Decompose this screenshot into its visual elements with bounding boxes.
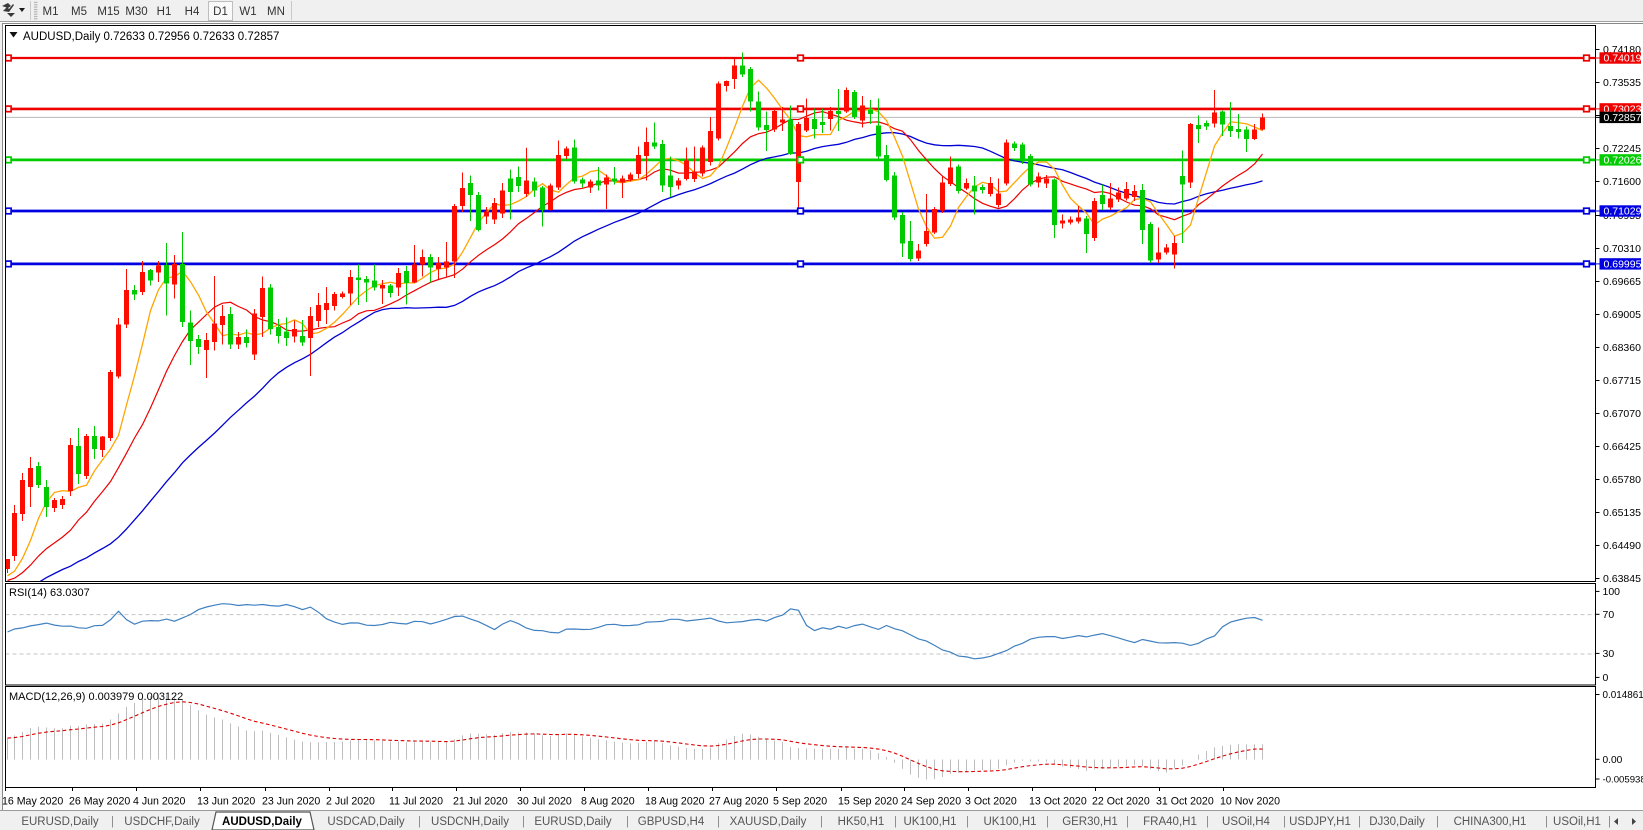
svg-text:|: | — [1545, 816, 1548, 828]
svg-text:USOil,H4: USOil,H4 — [1222, 816, 1271, 828]
svg-text:|: | — [1358, 816, 1361, 828]
svg-text:D1: D1 — [213, 6, 228, 18]
svg-text:|: | — [717, 816, 720, 828]
svg-text:13 Jun 2020: 13 Jun 2020 — [197, 796, 255, 808]
svg-text:11 Jul 2020: 11 Jul 2020 — [389, 796, 443, 808]
svg-text:2 Jul 2020: 2 Jul 2020 — [326, 796, 375, 808]
svg-text:27 Aug 2020: 27 Aug 2020 — [709, 796, 769, 808]
svg-text:70: 70 — [1603, 609, 1615, 621]
svg-text:0.00: 0.00 — [1603, 755, 1623, 766]
svg-text:13 Oct 2020: 13 Oct 2020 — [1029, 796, 1087, 808]
svg-text:0.69995: 0.69995 — [1604, 259, 1642, 271]
svg-text:UK100,H1: UK100,H1 — [983, 816, 1036, 828]
svg-text:0.69665: 0.69665 — [1603, 276, 1641, 288]
svg-text:UK100,H1: UK100,H1 — [903, 816, 956, 828]
svg-text:RSI(14) 63.0307: RSI(14) 63.0307 — [9, 587, 90, 599]
svg-text:0: 0 — [1603, 672, 1609, 684]
svg-text:|: | — [1436, 816, 1439, 828]
svg-text:0.71600: 0.71600 — [1603, 176, 1641, 188]
svg-text:|: | — [1126, 816, 1129, 828]
svg-text:W1: W1 — [239, 6, 256, 18]
svg-text:0.64490: 0.64490 — [1603, 540, 1641, 552]
svg-text:XAUUSD,Daily: XAUUSD,Daily — [730, 816, 807, 828]
svg-text:USDCHF,Daily: USDCHF,Daily — [124, 816, 200, 828]
svg-text:|: | — [626, 816, 629, 828]
svg-text:4 Jun 2020: 4 Jun 2020 — [133, 796, 186, 808]
svg-text:100: 100 — [1603, 586, 1621, 598]
svg-text:26 May 2020: 26 May 2020 — [69, 796, 130, 808]
svg-text:|: | — [966, 816, 969, 828]
svg-text:22 Oct 2020: 22 Oct 2020 — [1092, 796, 1150, 808]
svg-text:M15: M15 — [97, 6, 119, 18]
svg-text:21 Jul 2020: 21 Jul 2020 — [453, 796, 508, 808]
svg-text:5 Sep 2020: 5 Sep 2020 — [773, 796, 827, 808]
svg-text:31 Oct 2020: 31 Oct 2020 — [1156, 796, 1214, 808]
svg-text:8 Aug 2020: 8 Aug 2020 — [581, 796, 635, 808]
svg-text:0.65780: 0.65780 — [1603, 474, 1641, 486]
svg-text:USDCNH,Daily: USDCNH,Daily — [431, 816, 509, 828]
svg-text:GER30,H1: GER30,H1 — [1062, 816, 1118, 828]
svg-text:-0.005938: -0.005938 — [1603, 775, 1643, 786]
svg-text:GBPUSD,H4: GBPUSD,H4 — [638, 816, 705, 828]
svg-text:EURUSD,Daily: EURUSD,Daily — [21, 816, 99, 828]
svg-text:FRA40,H1: FRA40,H1 — [1143, 816, 1197, 828]
svg-text:15 Sep 2020: 15 Sep 2020 — [838, 796, 898, 808]
svg-text:AUDUSD,Daily 0.72633 0.72956: AUDUSD,Daily 0.72633 0.72956 0.72633 0.7… — [23, 31, 279, 43]
svg-text:16 May 2020: 16 May 2020 — [2, 796, 63, 808]
svg-text:M5: M5 — [71, 6, 87, 18]
svg-text:|: | — [111, 816, 114, 828]
svg-text:0.71029: 0.71029 — [1604, 206, 1642, 218]
svg-text:|: | — [820, 816, 823, 828]
svg-text:0.74019: 0.74019 — [1604, 53, 1642, 65]
svg-text:MACD(12,26,9) 0.003979 0.00312: MACD(12,26,9) 0.003979 0.003122 — [9, 691, 183, 703]
svg-text:|: | — [418, 816, 421, 828]
svg-text:AUDUSD,Daily: AUDUSD,Daily — [222, 816, 302, 828]
svg-text:HK50,H1: HK50,H1 — [838, 816, 885, 828]
svg-text:0.70310: 0.70310 — [1603, 243, 1641, 255]
svg-text:10 Nov 2020: 10 Nov 2020 — [1220, 796, 1280, 808]
svg-text:0.66425: 0.66425 — [1603, 441, 1641, 453]
svg-text:30: 30 — [1603, 648, 1615, 660]
svg-text:MN: MN — [267, 6, 285, 18]
svg-text:M1: M1 — [43, 6, 59, 18]
svg-text:|: | — [894, 816, 897, 828]
svg-text:|: | — [522, 816, 525, 828]
svg-text:23 Jun 2020: 23 Jun 2020 — [262, 796, 320, 808]
svg-text:0.68360: 0.68360 — [1603, 342, 1641, 354]
svg-text:0.73535: 0.73535 — [1603, 77, 1641, 89]
svg-text:EURUSD,Daily: EURUSD,Daily — [534, 816, 612, 828]
svg-text:0.72026: 0.72026 — [1604, 155, 1642, 167]
svg-text:USDCAD,Daily: USDCAD,Daily — [327, 816, 405, 828]
svg-text:|: | — [1046, 816, 1049, 828]
svg-text:0.69005: 0.69005 — [1603, 309, 1641, 321]
svg-text:M30: M30 — [125, 6, 147, 18]
svg-text:USDJPY,H1: USDJPY,H1 — [1289, 816, 1351, 828]
svg-text:USOil,H1: USOil,H1 — [1553, 816, 1601, 828]
svg-text:0.72245: 0.72245 — [1603, 143, 1641, 155]
svg-text:H4: H4 — [185, 6, 200, 18]
svg-text:24 Sep 2020: 24 Sep 2020 — [901, 796, 961, 808]
svg-text:0.014861: 0.014861 — [1603, 690, 1643, 701]
svg-text:0.72857: 0.72857 — [1604, 112, 1642, 124]
svg-text:0.63845: 0.63845 — [1603, 573, 1641, 585]
svg-text:0.67070: 0.67070 — [1603, 408, 1641, 420]
svg-text:|: | — [1608, 816, 1611, 828]
svg-text:0.67715: 0.67715 — [1603, 375, 1641, 387]
svg-text:30 Jul 2020: 30 Jul 2020 — [517, 796, 572, 808]
svg-text:3 Oct 2020: 3 Oct 2020 — [965, 796, 1017, 808]
svg-text:0.65135: 0.65135 — [1603, 507, 1641, 519]
svg-text:CHINA300,H1: CHINA300,H1 — [1454, 816, 1527, 828]
svg-text:|: | — [1283, 816, 1286, 828]
svg-text:H1: H1 — [157, 6, 172, 18]
svg-text:DJ30,Daily: DJ30,Daily — [1369, 816, 1425, 828]
svg-text:|: | — [1206, 816, 1209, 828]
svg-text:18 Aug 2020: 18 Aug 2020 — [645, 796, 705, 808]
